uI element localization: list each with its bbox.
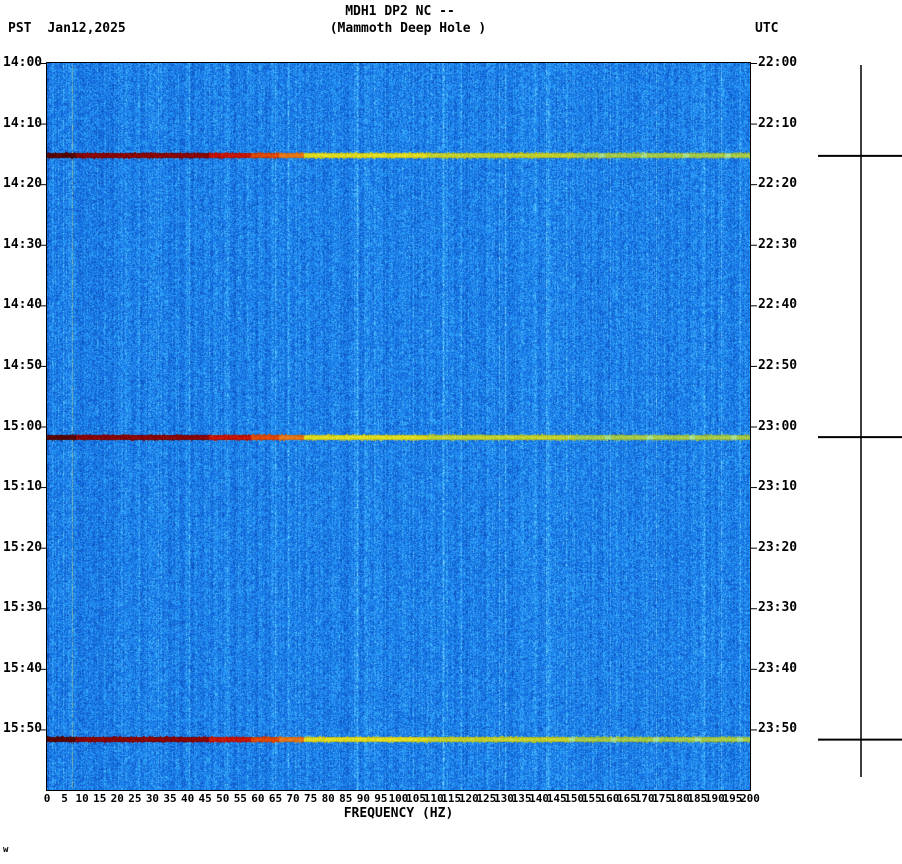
frequency-tick-label: 50: [216, 792, 230, 805]
frequency-tick-label: 25: [128, 792, 142, 805]
frequency-tick-label: 85: [339, 792, 353, 805]
left-time-label: 14:20: [3, 176, 43, 192]
right-time-label: 22:20: [758, 176, 798, 192]
frequency-tick-label: 155: [581, 792, 602, 805]
left-time-label: 14:00: [3, 55, 43, 70]
frequency-tick-label: 160: [599, 792, 620, 805]
spectrogram-plot: [46, 62, 751, 791]
frequency-tick-label: 165: [617, 792, 637, 805]
frequency-tick-label: 115: [441, 792, 462, 805]
timezone-left-label: PST Jan12,2025: [8, 21, 126, 36]
left-time-label: 15:40: [3, 660, 43, 676]
right-time-label: 22:10: [758, 115, 798, 131]
right-time-label: 23:00: [758, 418, 798, 434]
frequency-tick-label: 150: [564, 792, 585, 805]
frequency-tick-label: 90: [356, 792, 370, 805]
event-marker-scale: [818, 65, 902, 777]
spectrogram-canvas: [47, 63, 750, 790]
left-time-label: 15:30: [3, 600, 43, 616]
right-time-label: 23:10: [758, 479, 798, 495]
corner-mark: w: [3, 845, 9, 855]
right-time-label: 23:20: [758, 539, 798, 555]
left-time-label: 14:10: [3, 115, 43, 131]
tz-pst-label: PST: [8, 21, 32, 36]
station-subtitle: (Mammoth Deep Hole ): [329, 21, 487, 36]
frequency-tick-label: 170: [634, 792, 655, 805]
frequency-tick-label: 45: [198, 792, 212, 805]
frequency-tick-label: 20: [110, 792, 124, 805]
frequency-tick-label: 100: [388, 792, 409, 805]
left-time-label: 14:50: [3, 357, 43, 373]
date-label: Jan12,2025: [47, 21, 126, 36]
left-time-label: 15:10: [3, 479, 43, 495]
frequency-tick-label: 30: [145, 792, 160, 805]
left-time-label: 15:00: [3, 418, 43, 434]
frequency-tick-label: 0: [43, 792, 51, 805]
right-time-label: 23:50: [758, 721, 798, 737]
frequency-tick-label: 175: [652, 792, 673, 805]
frequency-tick-label: 95: [374, 792, 388, 805]
right-time-label: 23:30: [758, 600, 798, 616]
frequency-tick-label: 55: [233, 792, 247, 805]
left-time-label: 15:50: [3, 721, 43, 737]
frequency-tick-label: 135: [511, 792, 532, 805]
frequency-tick-label: 75: [304, 792, 318, 805]
left-time-label: 15:20: [3, 539, 43, 555]
timezone-right-label: UTC: [755, 21, 779, 36]
frequency-tick-label: 70: [286, 792, 300, 805]
frequency-tick-label: 5: [61, 792, 68, 805]
frequency-tick-label: 60: [251, 792, 265, 805]
frequency-tick-label: 180: [669, 792, 690, 805]
frequency-tick-label: 140: [529, 792, 550, 805]
frequency-tick-label: 195: [722, 792, 743, 805]
frequency-axis-title: FREQUENCY (HZ): [343, 806, 454, 821]
left-time-label: 14:30: [3, 236, 43, 252]
frequency-tick-label: 145: [546, 792, 567, 805]
right-time-label: 22:00: [758, 55, 798, 70]
frequency-tick-label: 80: [321, 792, 335, 805]
frequency-tick-label: 125: [476, 792, 497, 805]
frequency-tick-label: 120: [458, 792, 479, 805]
right-time-label: 23:40: [758, 660, 798, 676]
left-time-label: 14:40: [3, 297, 43, 313]
frequency-tick-label: 110: [423, 792, 444, 805]
frequency-tick-label: 130: [494, 792, 514, 805]
frequency-tick-label: 105: [406, 792, 426, 805]
right-time-label: 22:40: [758, 297, 798, 313]
frequency-tick-label: 185: [687, 792, 708, 805]
frequency-tick-label: 35: [163, 792, 177, 805]
frequency-tick-label: 40: [180, 792, 195, 805]
right-time-label: 22:50: [758, 357, 798, 373]
frequency-tick-label: 190: [704, 792, 725, 805]
station-title: MDH1 DP2 NC --: [345, 4, 455, 19]
right-time-label: 22:30: [758, 236, 798, 252]
frequency-tick-label: 10: [75, 792, 89, 805]
frequency-tick-label: 200: [740, 792, 760, 805]
frequency-tick-label: 15: [93, 792, 107, 805]
frequency-tick-label: 65: [268, 792, 283, 805]
